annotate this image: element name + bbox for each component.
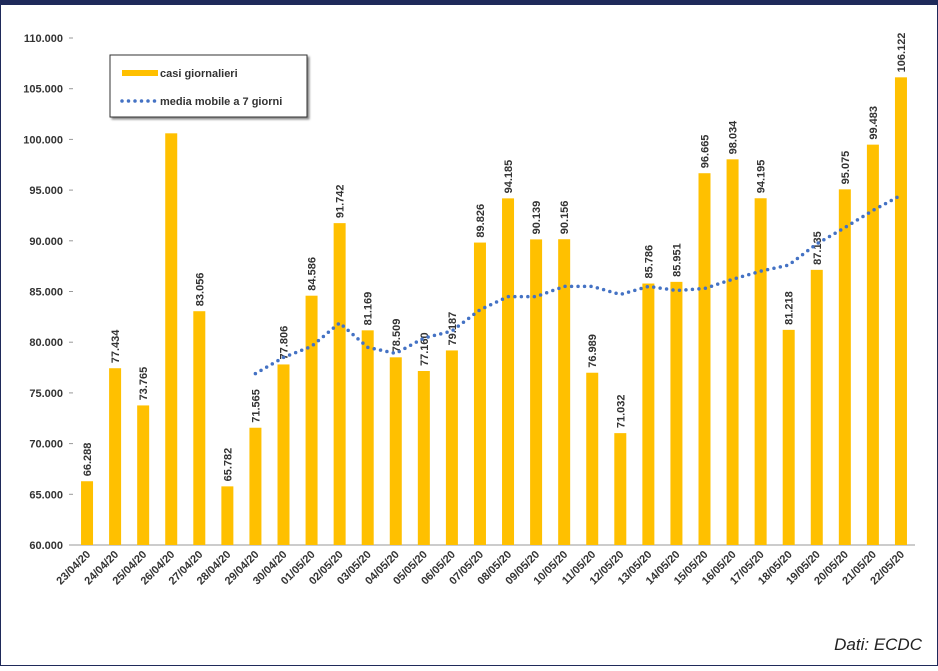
- y-tick-label: 105.000: [23, 84, 63, 96]
- moving-average-line: [253, 193, 903, 376]
- data-label: 94.185: [503, 160, 515, 194]
- data-label: 71.032: [615, 394, 627, 428]
- data-label: 85.786: [643, 245, 655, 279]
- bar: [586, 372, 599, 545]
- legend-swatch: [122, 70, 158, 76]
- bar: [445, 350, 458, 545]
- y-tick-label: 100.000: [23, 134, 63, 146]
- legend-label: casi giornalieri: [160, 68, 238, 80]
- bar: [389, 357, 402, 545]
- bar: [193, 311, 206, 545]
- data-label: 84.586: [307, 257, 319, 291]
- bar: [894, 77, 907, 545]
- y-tick-label: 75.000: [29, 388, 63, 400]
- bar: [333, 223, 346, 546]
- data-label: 90.139: [531, 201, 543, 235]
- data-label: 77.434: [110, 329, 122, 364]
- legend-label: media mobile a 7 giorni: [160, 96, 282, 108]
- y-tick-label: 80.000: [29, 337, 63, 349]
- data-label: 95.075: [840, 151, 852, 185]
- bar: [473, 242, 486, 545]
- data-label: 76.989: [587, 334, 599, 368]
- y-tick-label: 110.000: [24, 33, 63, 45]
- bar: [502, 198, 515, 545]
- bar: [109, 368, 122, 545]
- bar: [614, 433, 627, 545]
- bar: [137, 405, 150, 545]
- data-label: 106.122: [896, 33, 908, 73]
- y-tick-label: 90.000: [29, 236, 63, 248]
- data-label: 99.483: [868, 106, 880, 140]
- bar: [670, 281, 683, 545]
- data-label: 87.135: [812, 231, 824, 265]
- top-band: [0, 0, 938, 5]
- data-label: 73.765: [138, 367, 150, 401]
- y-tick-label: 85.000: [29, 287, 63, 299]
- y-tick-label: 65.000: [29, 489, 63, 501]
- y-tick-label: 95.000: [29, 185, 63, 197]
- data-label: 91.742: [335, 184, 347, 218]
- data-label: 78.509: [391, 319, 403, 353]
- bar: [361, 330, 374, 545]
- bar: [277, 364, 290, 545]
- data-label: 77.806: [279, 326, 291, 360]
- bar: [754, 198, 767, 545]
- bar: [530, 239, 543, 545]
- bar: [810, 269, 823, 545]
- bar: [305, 295, 318, 545]
- bar: [698, 173, 711, 545]
- data-label: 81.218: [784, 291, 796, 325]
- bar: [782, 329, 795, 545]
- y-tick-label: 70.000: [29, 439, 63, 451]
- bar: [642, 283, 655, 545]
- data-label: 85.951: [671, 243, 683, 277]
- data-label: 81.169: [363, 292, 375, 326]
- data-label: 98.034: [728, 120, 740, 155]
- data-label: 96.665: [700, 135, 712, 169]
- bar: [165, 133, 178, 546]
- data-label: 83.056: [194, 273, 206, 307]
- bar: [838, 189, 851, 546]
- legend-box: [109, 54, 308, 118]
- data-label: 94.195: [756, 160, 768, 194]
- bar: [81, 481, 94, 545]
- y-tick-label: 60.000: [29, 540, 63, 552]
- bar: [249, 427, 262, 545]
- data-label: 89.826: [475, 204, 487, 238]
- data-label: 66.288: [82, 443, 94, 477]
- bar: [417, 370, 430, 545]
- data-label: 65.782: [222, 448, 234, 482]
- data-label: 71.565: [250, 389, 262, 423]
- data-label: 90.156: [559, 201, 571, 235]
- bar: [866, 144, 879, 545]
- bar: [726, 159, 739, 545]
- source: Dati: ECDC: [834, 635, 923, 654]
- bar: [221, 486, 234, 545]
- bar: [558, 239, 571, 546]
